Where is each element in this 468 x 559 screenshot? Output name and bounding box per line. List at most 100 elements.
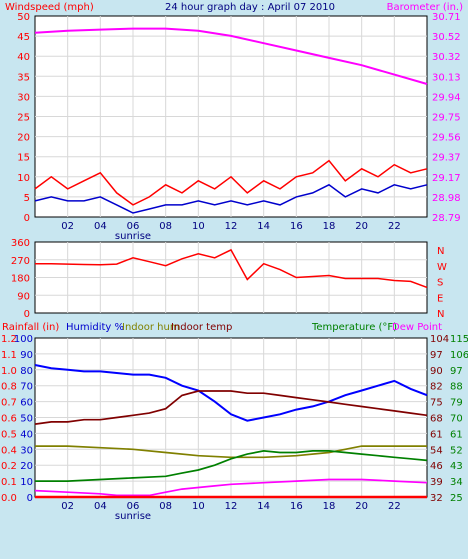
humidity-axis-label: Humidity % — [66, 322, 124, 333]
temperature-axis-label: Temperature (°F) — [311, 322, 397, 333]
hour-tick-label: 06 — [127, 221, 140, 232]
barometer-axis-label: Barometer (in.) — [387, 2, 463, 13]
humidity-tick-label: 60 — [20, 398, 33, 409]
hour-tick-label: 10 — [192, 221, 205, 232]
compass-label: E — [437, 293, 443, 304]
hour-tick-label: 08 — [159, 221, 172, 232]
barometer-tick-label: 29.94 — [432, 92, 461, 103]
indoor-temp-tick-label: 39 — [430, 477, 443, 488]
barometer-tick-label: 28.79 — [432, 213, 461, 224]
indoor-temp-tick-label: 82 — [430, 382, 443, 393]
direction-tick-label: 270 — [11, 256, 30, 267]
barometer-tick-label: 29.75 — [432, 113, 461, 124]
hour-tick-label: 22 — [388, 221, 401, 232]
indoor-temp-tick-label: 104 — [430, 334, 449, 345]
humidity-tick-label: 10 — [20, 477, 33, 488]
direction-series-line — [35, 248, 428, 289]
climate-series-line-2 — [35, 445, 427, 459]
sunrise-label-bottom: sunrise — [115, 511, 151, 522]
temperature-tick-label: 97 — [450, 366, 463, 377]
hour-tick-label: 20 — [355, 501, 368, 512]
indoor-temp-tick-label: 32 — [430, 493, 443, 504]
indoor-temp-tick-label: 54 — [430, 445, 443, 456]
windspeed-tick-label: 40 — [17, 52, 30, 63]
direction-tick-label: 90 — [17, 291, 30, 302]
hour-tick-label: 14 — [257, 501, 270, 512]
humidity-tick-label: 40 — [20, 429, 33, 440]
hour-tick-label: 22 — [388, 501, 401, 512]
windspeed-tick-label: 15 — [17, 153, 30, 164]
barometer-tick-label: 29.37 — [432, 153, 461, 164]
humidity-tick-label: 80 — [20, 366, 33, 377]
direction-tick-label: 0 — [24, 309, 30, 320]
dew-point-axis-label: Dew Point — [392, 322, 442, 333]
indoor-temp-axis-label: Indoor temp — [171, 322, 232, 333]
indoor-temp-tick-label: 46 — [430, 461, 443, 472]
hour-tick-label: 08 — [159, 501, 172, 512]
climate-series-line-4 — [34, 478, 428, 497]
windspeed-tick-label: 35 — [17, 72, 30, 83]
hour-tick-label: 12 — [225, 501, 238, 512]
barometer-tick-label: 28.98 — [432, 193, 461, 204]
compass-label: N — [437, 309, 444, 320]
rain-tick-label: 1.0 — [1, 366, 17, 377]
windspeed-tick-label: 20 — [17, 133, 30, 144]
hour-tick-label: 02 — [61, 221, 74, 232]
series-line-0 — [34, 27, 428, 85]
humidity-tick-label: 50 — [20, 414, 33, 425]
hour-tick-label: 12 — [225, 221, 238, 232]
rain-tick-label: 0.6 — [1, 414, 17, 425]
hour-tick-label: 18 — [323, 221, 336, 232]
humidity-tick-label: 20 — [20, 461, 33, 472]
rain-tick-label: 0.0 — [1, 493, 17, 504]
compass-label: N — [437, 246, 444, 257]
climate-series-line-3 — [35, 450, 428, 482]
humidity-tick-label: 100 — [14, 334, 33, 345]
indoor-temp-tick-label: 68 — [430, 414, 443, 425]
hour-tick-label: 16 — [290, 221, 303, 232]
rainfall-axis-label: Rainfall (in) — [2, 322, 59, 333]
hour-tick-label: 20 — [355, 221, 368, 232]
hour-tick-label: 18 — [323, 501, 336, 512]
temperature-tick-label: 106 — [450, 350, 468, 361]
rain-tick-label: 0.2 — [1, 461, 17, 472]
temperature-tick-label: 34 — [450, 477, 463, 488]
hour-tick-label: 16 — [290, 501, 303, 512]
barometer-tick-label: 29.17 — [432, 173, 461, 184]
windspeed-tick-label: 0 — [24, 213, 30, 224]
indoor-hum-axis-label: Indoor hum — [122, 322, 180, 333]
barometer-tick-label: 29.56 — [432, 133, 461, 144]
series-line-1 — [34, 159, 428, 206]
hour-tick-label: 02 — [61, 501, 74, 512]
rain-tick-label: 0.4 — [1, 445, 17, 456]
temperature-tick-label: 52 — [450, 445, 463, 456]
hour-tick-label: 04 — [94, 221, 107, 232]
rain-tick-label: 0.1 — [1, 477, 17, 488]
humidity-tick-label: 30 — [20, 445, 33, 456]
barometer-tick-label: 30.13 — [432, 72, 461, 83]
windspeed-tick-label: 10 — [17, 173, 30, 184]
climate-series-line-0 — [34, 364, 428, 422]
temperature-tick-label: 70 — [450, 414, 463, 425]
indoor-temp-tick-label: 61 — [430, 429, 443, 440]
barometer-tick-label: 30.52 — [432, 32, 461, 43]
humidity-tick-label: 0 — [27, 493, 33, 504]
indoor-temp-tick-label: 90 — [430, 366, 443, 377]
sunrise-label-top: sunrise — [115, 231, 151, 242]
humidity-tick-label: 70 — [20, 382, 33, 393]
rain-tick-label: 1.2 — [1, 334, 17, 345]
temperature-tick-label: 115 — [450, 334, 468, 345]
temperature-tick-label: 25 — [450, 493, 463, 504]
rain-tick-label: 0.5 — [1, 429, 17, 440]
windspeed-axis-label: Windspeed (mph) — [5, 2, 94, 13]
windspeed-tick-label: 5 — [24, 193, 30, 204]
temperature-tick-label: 88 — [450, 382, 463, 393]
compass-label: W — [437, 262, 447, 273]
windspeed-tick-label: 45 — [17, 32, 30, 43]
indoor-temp-tick-label: 75 — [430, 398, 443, 409]
barometer-tick-label: 30.32 — [432, 52, 461, 63]
hour-tick-label: 10 — [192, 501, 205, 512]
indoor-temp-tick-label: 97 — [430, 350, 443, 361]
humidity-tick-label: 90 — [20, 350, 33, 361]
